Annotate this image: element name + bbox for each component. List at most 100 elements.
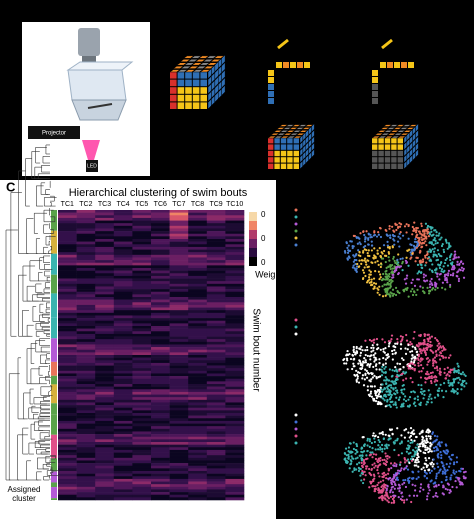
scatter-point bbox=[372, 365, 375, 369]
scatter-point bbox=[357, 265, 360, 269]
scatter-point bbox=[442, 250, 446, 254]
scatter-point bbox=[372, 287, 375, 290]
heatmap-cell bbox=[151, 339, 170, 343]
heatmap-cell bbox=[95, 428, 115, 432]
heatmap-cell bbox=[169, 239, 189, 242]
scatter-point bbox=[353, 467, 356, 470]
scatter-point bbox=[377, 481, 380, 484]
heatmap-cell bbox=[169, 415, 189, 419]
heatmap-cell bbox=[132, 352, 152, 356]
scatter-point bbox=[381, 257, 385, 260]
heatmap-cell bbox=[132, 397, 152, 401]
scatter-point bbox=[372, 349, 375, 352]
scatter-point bbox=[394, 474, 398, 477]
heatmap-cell bbox=[151, 489, 170, 493]
cluster-strip bbox=[51, 458, 57, 472]
heatmap-cell bbox=[225, 360, 245, 364]
heatmap-cell bbox=[113, 373, 133, 377]
heatmap-cell bbox=[151, 352, 170, 356]
heatmap-cell bbox=[206, 265, 226, 269]
heatmap-cell bbox=[206, 333, 226, 337]
heatmap-cell bbox=[95, 447, 115, 451]
scatter-point bbox=[398, 291, 401, 295]
cube-cell bbox=[391, 150, 397, 157]
heatmap-cell bbox=[76, 418, 96, 422]
scatter-point bbox=[371, 385, 374, 388]
scatter-point bbox=[357, 381, 361, 384]
heatmap-cell bbox=[188, 384, 208, 387]
scatter-point bbox=[373, 230, 376, 233]
scatter-point bbox=[358, 371, 361, 375]
scatter-point bbox=[369, 358, 372, 361]
cube-cell bbox=[177, 94, 185, 102]
scatter-point bbox=[393, 243, 396, 246]
heatmap-cell bbox=[206, 426, 226, 430]
heatmap-cell bbox=[206, 457, 226, 461]
scatter-point bbox=[411, 233, 414, 236]
scatter-point bbox=[419, 241, 422, 244]
heatmap-cell bbox=[169, 233, 189, 237]
cube-cell bbox=[372, 84, 378, 90]
scatter-point bbox=[437, 252, 440, 256]
scatter-point bbox=[368, 440, 371, 443]
scatter-point bbox=[419, 391, 423, 394]
heatmap-cell bbox=[95, 476, 115, 480]
scatter-point bbox=[430, 461, 434, 464]
scatter-point bbox=[396, 471, 399, 475]
scatter-point bbox=[424, 446, 427, 449]
cubes bbox=[169, 38, 419, 170]
heatmap-cell bbox=[58, 239, 77, 242]
scatter-point bbox=[391, 267, 394, 270]
heatmap-cell bbox=[58, 394, 77, 398]
heatmap-cell bbox=[188, 407, 208, 411]
scatter-point bbox=[373, 233, 377, 237]
heatmap-cell bbox=[169, 468, 189, 472]
heatmap-cell bbox=[76, 420, 96, 424]
scatter-point bbox=[364, 274, 367, 278]
heatmap-cell bbox=[188, 413, 208, 416]
heatmap-cell bbox=[206, 331, 226, 335]
scatter-point bbox=[349, 450, 353, 453]
scatter-point bbox=[357, 254, 360, 257]
scatter-point bbox=[385, 390, 389, 393]
heatmap-cell bbox=[225, 257, 245, 261]
scatter-point bbox=[428, 337, 432, 340]
scatter-point bbox=[409, 427, 413, 430]
heatmap-cell bbox=[169, 339, 189, 343]
heatmap-cell bbox=[76, 228, 96, 232]
scatter-point bbox=[396, 265, 399, 268]
scatter-point bbox=[363, 357, 366, 360]
scatter-point bbox=[364, 261, 367, 264]
heatmap-cell bbox=[151, 418, 170, 422]
heatmap-cell bbox=[76, 447, 96, 451]
scatter-point bbox=[400, 389, 403, 392]
cluster-label: Assigned bbox=[8, 485, 41, 494]
heatmap-cell bbox=[113, 352, 133, 356]
heatmap-cell bbox=[132, 294, 152, 298]
heatmap-cell bbox=[76, 212, 96, 216]
scatter-point bbox=[390, 281, 393, 284]
scatter-point bbox=[348, 256, 351, 259]
scatter-point bbox=[404, 347, 407, 350]
scatter-point bbox=[418, 270, 421, 273]
scatter-point bbox=[390, 338, 393, 341]
scatter-point bbox=[430, 381, 433, 385]
cube-cell bbox=[190, 55, 203, 59]
heatmap-cell bbox=[225, 362, 245, 366]
heatmap-cell bbox=[58, 312, 77, 316]
scatter-point bbox=[398, 245, 401, 248]
scatter-point bbox=[404, 485, 408, 489]
scatter-point bbox=[418, 490, 422, 493]
heatmap-cell bbox=[188, 471, 208, 474]
heatmap-cell bbox=[132, 473, 152, 477]
cube-cell bbox=[383, 135, 394, 139]
heatmap-cell bbox=[151, 444, 170, 448]
heatmap-cell bbox=[151, 297, 170, 300]
heatmap-cell bbox=[169, 291, 189, 295]
scatter-point bbox=[370, 350, 373, 353]
heatmap-cell bbox=[95, 294, 115, 298]
scatter-point bbox=[416, 288, 419, 291]
heatmap-cell bbox=[58, 210, 77, 213]
heatmap-cell bbox=[58, 265, 77, 269]
scatter-point bbox=[442, 346, 446, 350]
